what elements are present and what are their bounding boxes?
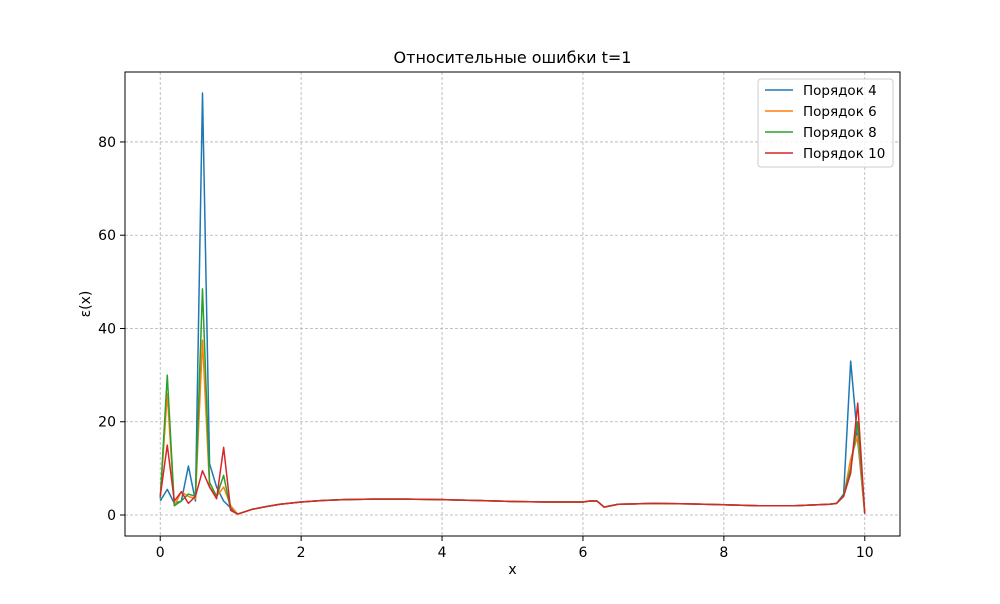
- x-tick-label: 2: [297, 545, 306, 561]
- legend-label: Порядок 10: [803, 146, 885, 162]
- y-tick-label: 80: [98, 135, 116, 151]
- plot-frame: [124, 71, 901, 537]
- x-tick-label: 8: [719, 545, 728, 561]
- series-lines: [159, 92, 866, 515]
- y-tick-label: 60: [98, 228, 116, 244]
- x-tick-label: 0: [156, 545, 165, 561]
- y-axis-label: ε(x): [78, 291, 94, 318]
- y-tick-label: 0: [107, 508, 116, 524]
- axis-ticks: 0 2 4 6 8 10 0 20 40 60 80: [98, 135, 874, 561]
- chart-title: Относительные ошибки t=1: [394, 48, 632, 67]
- x-tick-label: 10: [856, 545, 874, 561]
- legend: Порядок 4 Порядок 6 Порядок 8 Порядок 10: [757, 78, 894, 168]
- legend-label: Порядок 8: [803, 125, 877, 141]
- series-line: [159, 402, 866, 515]
- series-line: [159, 339, 866, 515]
- legend-label: Порядок 6: [803, 104, 877, 120]
- y-tick-label: 40: [98, 321, 116, 337]
- y-tick-label: 20: [98, 415, 116, 431]
- series-line: [159, 288, 866, 515]
- x-tick-label: 4: [438, 545, 447, 561]
- x-axis-label: x: [508, 562, 516, 578]
- legend-label: Порядок 4: [803, 83, 877, 99]
- legend-box: [757, 78, 894, 168]
- x-tick-label: 6: [578, 545, 587, 561]
